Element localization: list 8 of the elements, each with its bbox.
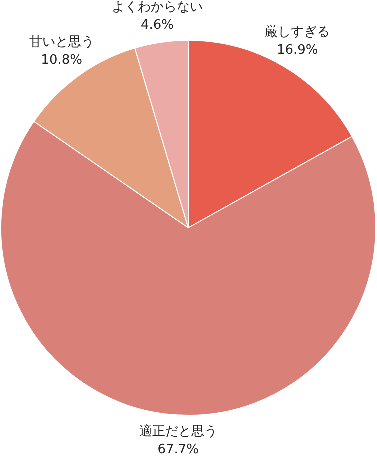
slice-label: 適正だと思う	[139, 424, 218, 440]
data-label: 16.9%	[276, 42, 318, 58]
slice-label: 厳しすぎる	[265, 24, 330, 40]
slice-label: よくわからない	[112, 0, 203, 15]
slice-label: 甘いと思う	[29, 35, 94, 50]
data-label: 4.6%	[140, 18, 174, 33]
data-label: 10.8%	[41, 53, 82, 68]
data-label: 67.7%	[158, 442, 200, 458]
